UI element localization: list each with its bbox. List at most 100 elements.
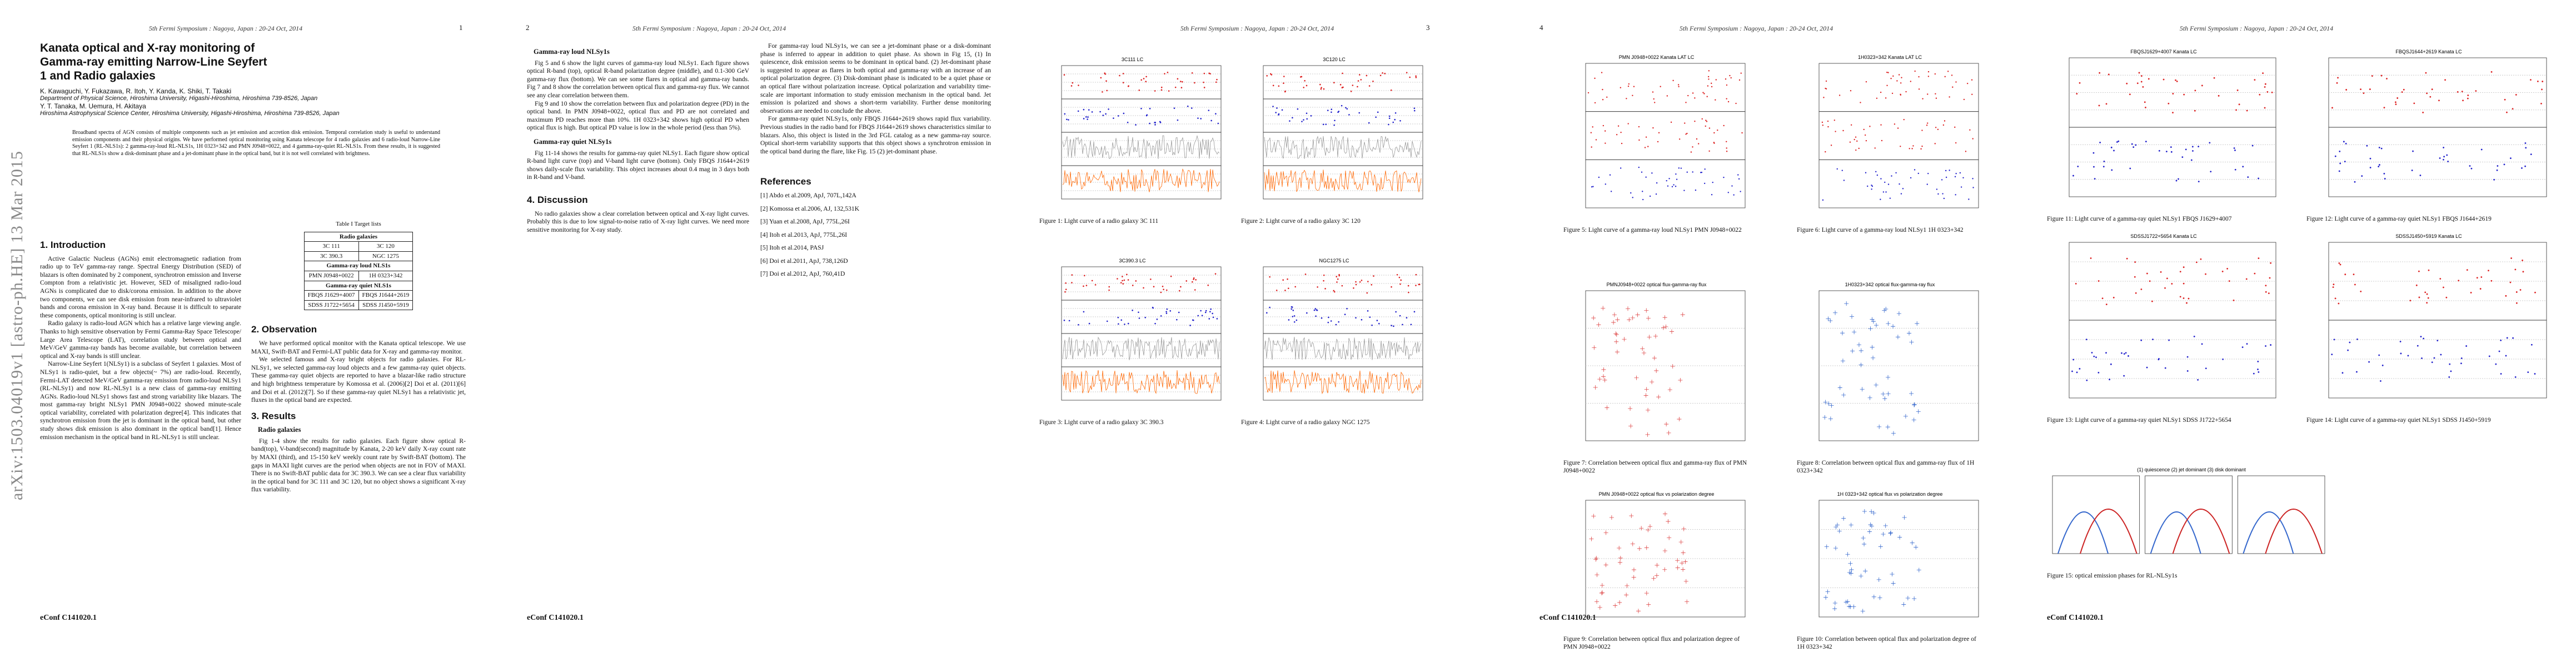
reference: [4] Itoh et al.2013, ApJ, 775L,26I (760, 231, 848, 238)
plot-point (2270, 262, 2272, 264)
plot-point (1646, 527, 1651, 532)
plot-point (2418, 296, 2420, 298)
plot-point (2384, 178, 2386, 180)
plot-point (1643, 393, 1648, 398)
plot-point (1066, 118, 1068, 121)
plot-frame (1585, 500, 1746, 618)
plot-point (1847, 604, 1852, 609)
plot-point (2510, 257, 2512, 259)
plot-point (2085, 339, 2087, 341)
plot-point (2213, 77, 2215, 79)
plot-point (1890, 571, 1895, 576)
plot-point (1338, 111, 1340, 112)
column: 1. Introduction Active Galactic Nucleus … (40, 233, 241, 441)
figure-plot: 3C111 LC (1061, 57, 1222, 200)
plot-point (1591, 146, 1592, 148)
plot-point (1355, 317, 1357, 319)
plot-point (1408, 291, 1409, 293)
paragraph: For gamma-ray quiet NLSy1s, only FBQS J1… (760, 115, 991, 155)
plot-point (2369, 167, 2371, 168)
figure: 3C120 LC Figure 2: Light curve of a radio… (1241, 56, 1427, 225)
plot-point (1684, 122, 1686, 124)
plot-point (1697, 143, 1700, 145)
plot-point (1602, 88, 1603, 91)
plot-point (1327, 109, 1329, 111)
plot-point (1905, 91, 1907, 93)
plot-point (2416, 345, 2419, 347)
plot-point (1072, 82, 1074, 84)
plot-point (1368, 85, 1371, 87)
plot-point (1711, 86, 1713, 88)
plot-point (1847, 570, 1852, 575)
plot-point (1678, 540, 1683, 545)
plot-point (1297, 108, 1299, 110)
plot-point (1907, 331, 1912, 336)
plot-point (1865, 81, 1867, 83)
plot-point (1708, 78, 1710, 80)
plot-point (1692, 92, 1694, 94)
plot-point (1949, 96, 1950, 98)
plot-point (1299, 76, 1302, 78)
plot-point (2461, 91, 2463, 93)
plot-point (1888, 531, 1893, 536)
plot-point (1617, 125, 1620, 127)
figure-title: PMN J0948+0022 optical flux vs polarizat… (1599, 491, 1715, 497)
table-row: Radio galaxies (303, 231, 413, 242)
plot-point (1685, 133, 1687, 135)
plot-point (1094, 284, 1097, 286)
table-cell: NGC 1275 (358, 251, 413, 262)
figure: FBQSJ1629+4007 Kanata LC Figure 11: Light… (2047, 48, 2280, 223)
plot-point (2443, 147, 2445, 148)
plot-point (1891, 92, 1894, 94)
plot-point (1180, 87, 1183, 89)
plot-point (2221, 270, 2224, 272)
plot-point (1955, 81, 1957, 83)
paragraph: Fig 5 and 6 show the light curves of gam… (527, 59, 749, 99)
figure: SDSSJ1450+5919 Kanata LC Figure 14: Light… (2306, 232, 2551, 424)
plot-point (1899, 183, 1900, 185)
plot-point (1935, 127, 1937, 128)
plot-point (1102, 91, 1103, 93)
plot-point (1102, 115, 1104, 116)
plot-point (1293, 315, 1296, 317)
plot-point (2480, 276, 2483, 278)
plot-point (2339, 162, 2341, 165)
plot-frame (1263, 65, 1423, 99)
plot-point (2439, 157, 2441, 159)
plot-point (1194, 82, 1195, 84)
plot-point (1681, 567, 1686, 572)
plot-point (1306, 84, 1308, 87)
plot-point (2530, 79, 2532, 81)
plot-point (1683, 190, 1685, 191)
plot-point (1150, 278, 1152, 280)
plot-point (2172, 93, 2174, 94)
plot-point (1702, 92, 1704, 93)
table-row: Gamma-ray quiet NLS1s (303, 280, 413, 291)
plot-point (2191, 146, 2194, 148)
plot-point (2198, 181, 2200, 183)
plot-point (1372, 80, 1374, 82)
plot-point (2443, 156, 2445, 158)
plot-point (1825, 151, 1826, 153)
plot-point (1377, 111, 1379, 113)
plot-point (1106, 320, 1108, 322)
plot-point (1187, 105, 1189, 107)
plot-point (2426, 92, 2428, 94)
plot-point (2534, 291, 2536, 293)
plot-point (1646, 316, 1651, 321)
plot-point (1823, 595, 1828, 600)
plot-point (1366, 292, 1368, 294)
plot-point (1909, 340, 1914, 345)
plot-point (1882, 191, 1885, 193)
plot-point (1210, 308, 1212, 310)
plot-point (1966, 82, 1969, 84)
plot-point (2360, 88, 2361, 91)
plot-point (1120, 282, 1122, 283)
plot-point (1920, 148, 1922, 150)
plot-point (1596, 322, 1601, 327)
plot-point (2361, 175, 2363, 177)
plot-point (1353, 287, 1354, 289)
plot-point (1104, 73, 1107, 75)
plot-point (1177, 119, 1179, 121)
plot-point (1360, 79, 1362, 81)
